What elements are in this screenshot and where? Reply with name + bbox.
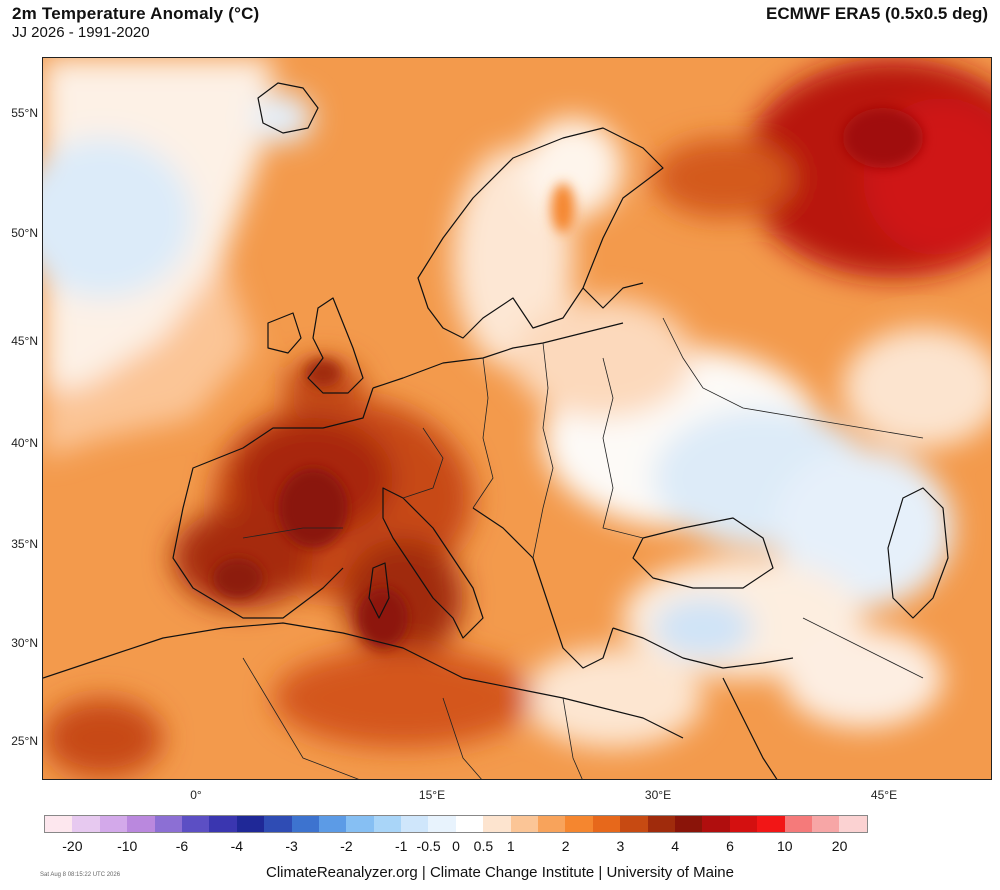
colorbar-swatch: [99, 816, 128, 832]
footer-credit: ClimateReanalyzer.org | Climate Change I…: [266, 864, 734, 881]
colorbar-swatch: [510, 816, 539, 832]
borders: [242, 317, 924, 779]
colorbar-swatch: [674, 816, 703, 832]
colorbar-tick-label: -1: [394, 838, 408, 854]
lon-label-15e: 15°E: [418, 788, 446, 802]
colorbar-swatch: [757, 816, 785, 832]
colorbar-swatch: [154, 816, 182, 832]
lon-label-0: 0°: [190, 788, 202, 802]
colorbar-swatch: [209, 816, 237, 832]
data-source: ECMWF ERA5 (0.5x0.5 deg): [766, 4, 988, 23]
colorbar-swatch: [811, 816, 840, 832]
lon-label-45e: 45°E: [870, 788, 898, 802]
lat-label-25n: 25°N: [11, 734, 38, 748]
anomaly-map: [42, 57, 992, 780]
colorbar-swatch: [538, 816, 566, 832]
colorbar-tick-label: -3: [285, 838, 298, 854]
colorbar-tick-label: 4: [671, 838, 680, 854]
colorbar-tick-label: -4: [230, 838, 244, 854]
colorbar-swatch: [291, 816, 319, 832]
colorbar-tick-label: -20: [62, 838, 83, 854]
colorbar-tick-label: -0.5: [416, 838, 441, 854]
colorbar-swatch: [647, 816, 675, 832]
colorbar-tick-label: 1: [506, 838, 515, 854]
colorbar-swatch: [592, 816, 621, 832]
colorbar-tick-label: 0.5: [473, 838, 494, 854]
lat-label-40n: 40°N: [11, 436, 38, 450]
lat-label-45n: 45°N: [11, 334, 38, 348]
generation-timestamp: Sat Aug 8 08:15:22 UTC 2026: [40, 872, 121, 878]
colorbar-swatch: [181, 816, 210, 832]
colorbar-swatch: [428, 816, 456, 832]
coastlines: [43, 82, 949, 779]
colorbar-swatch: [401, 816, 429, 832]
colorbar-tick-label: 6: [726, 838, 734, 854]
lat-label-35n: 35°N: [11, 537, 38, 551]
colorbar-swatch: [784, 816, 812, 832]
lat-label-30n: 30°N: [11, 636, 38, 650]
colorbar: [44, 815, 868, 833]
colorbar-swatch: [346, 816, 374, 832]
colorbar-swatch: [127, 816, 155, 832]
colorbar-swatch: [839, 816, 867, 832]
colorbar-tick-label: 3: [616, 838, 625, 854]
colorbar-tick-label: 2: [561, 838, 570, 854]
colorbar-tick-label: -6: [175, 838, 189, 854]
colorbar-swatch: [264, 816, 292, 832]
colorbar-swatch: [620, 816, 648, 832]
colorbar-tick-label: -2: [340, 838, 353, 854]
colorbar-tick-label: 10: [777, 838, 793, 854]
map-canvas: [43, 58, 991, 779]
colorbar-tick-label: 20: [831, 838, 848, 854]
colorbar-swatch: [318, 816, 347, 832]
colorbar-swatch: [702, 816, 730, 832]
lat-label-50n: 50°N: [11, 226, 38, 240]
colorbar-swatch: [373, 816, 402, 832]
colorbar-swatch: [72, 816, 100, 832]
colorbar-swatch: [45, 816, 73, 832]
colorbar-swatch: [236, 816, 265, 832]
map-subtitle: JJ 2026 - 1991-2020: [12, 24, 150, 41]
colorbar-tick-label: -10: [117, 838, 138, 854]
colorbar-swatch: [565, 816, 593, 832]
map-title: 2m Temperature Anomaly (°C): [12, 4, 260, 23]
colorbar-swatch: [455, 816, 484, 832]
lat-label-55n: 55°N: [11, 106, 38, 120]
lon-label-30e: 30°E: [644, 788, 672, 802]
colorbar-swatch: [483, 816, 511, 832]
colorbar-tick-label: 0: [452, 838, 460, 854]
anomaly-field: [43, 58, 991, 778]
colorbar-swatch: [729, 816, 758, 832]
